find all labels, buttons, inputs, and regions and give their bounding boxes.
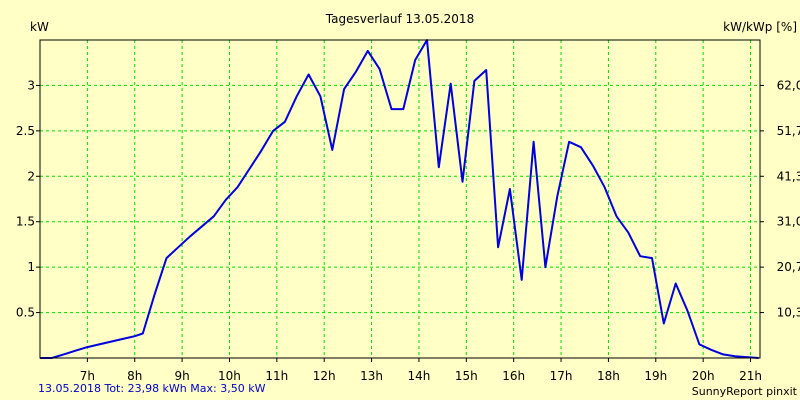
x-tick-label: 13h <box>360 369 383 383</box>
x-tick-label: 16h <box>502 369 525 383</box>
footer-credit: SunnyReport pinxit <box>692 385 798 398</box>
y-axis-right-label: kW/kWp [%] <box>723 20 797 34</box>
y-tick-label-right: 10,3 <box>777 306 800 320</box>
x-tick-label: 19h <box>644 369 667 383</box>
y-tick-label-right: 41,3 <box>777 169 800 183</box>
x-tick-label: 17h <box>550 369 573 383</box>
y-tick-label-right: 51,7 <box>777 124 800 138</box>
x-tick-label: 18h <box>597 369 620 383</box>
x-tick-label: 8h <box>127 369 142 383</box>
footer-summary: 13.05.2018 Tot: 23,98 kWh Max: 3,50 kW <box>38 382 266 395</box>
y-axis-left-label: kW <box>30 20 49 34</box>
x-tick-label: 21h <box>739 369 762 383</box>
y-tick-label-right: 20,7 <box>777 260 800 274</box>
x-tick-label: 12h <box>313 369 336 383</box>
series-layer <box>40 39 759 359</box>
x-tick-label: 10h <box>218 369 241 383</box>
x-tick-label: 20h <box>692 369 715 383</box>
x-tick-label: 15h <box>455 369 478 383</box>
series-line-power <box>40 39 759 359</box>
chart-title: Tagesverlauf 13.05.2018 <box>325 12 474 26</box>
grid <box>40 40 760 358</box>
y-tick-label-left: 3 <box>27 78 35 92</box>
x-tick-label: 9h <box>174 369 189 383</box>
y-tick-label-right: 62,0 <box>777 78 800 92</box>
plot-frame <box>39 39 761 359</box>
y-tick-label-left: 2 <box>27 169 35 183</box>
x-tick-label: 11h <box>265 369 288 383</box>
y-tick-label-left: 1.5 <box>16 215 35 229</box>
y-tick-label-left: 1 <box>27 260 35 274</box>
y-tick-label-left: 0.5 <box>16 306 35 320</box>
y-tick-label-left: 2.5 <box>16 124 35 138</box>
x-tick-label: 7h <box>80 369 95 383</box>
y-tick-label-right: 31,0 <box>777 215 800 229</box>
tick-labels: 7h 8h 9h 10h 11h 12h 13h 14h 15h 16h 17h 18h 19h 20h 2… <box>16 78 800 383</box>
x-tick-label: 14h <box>408 369 431 383</box>
